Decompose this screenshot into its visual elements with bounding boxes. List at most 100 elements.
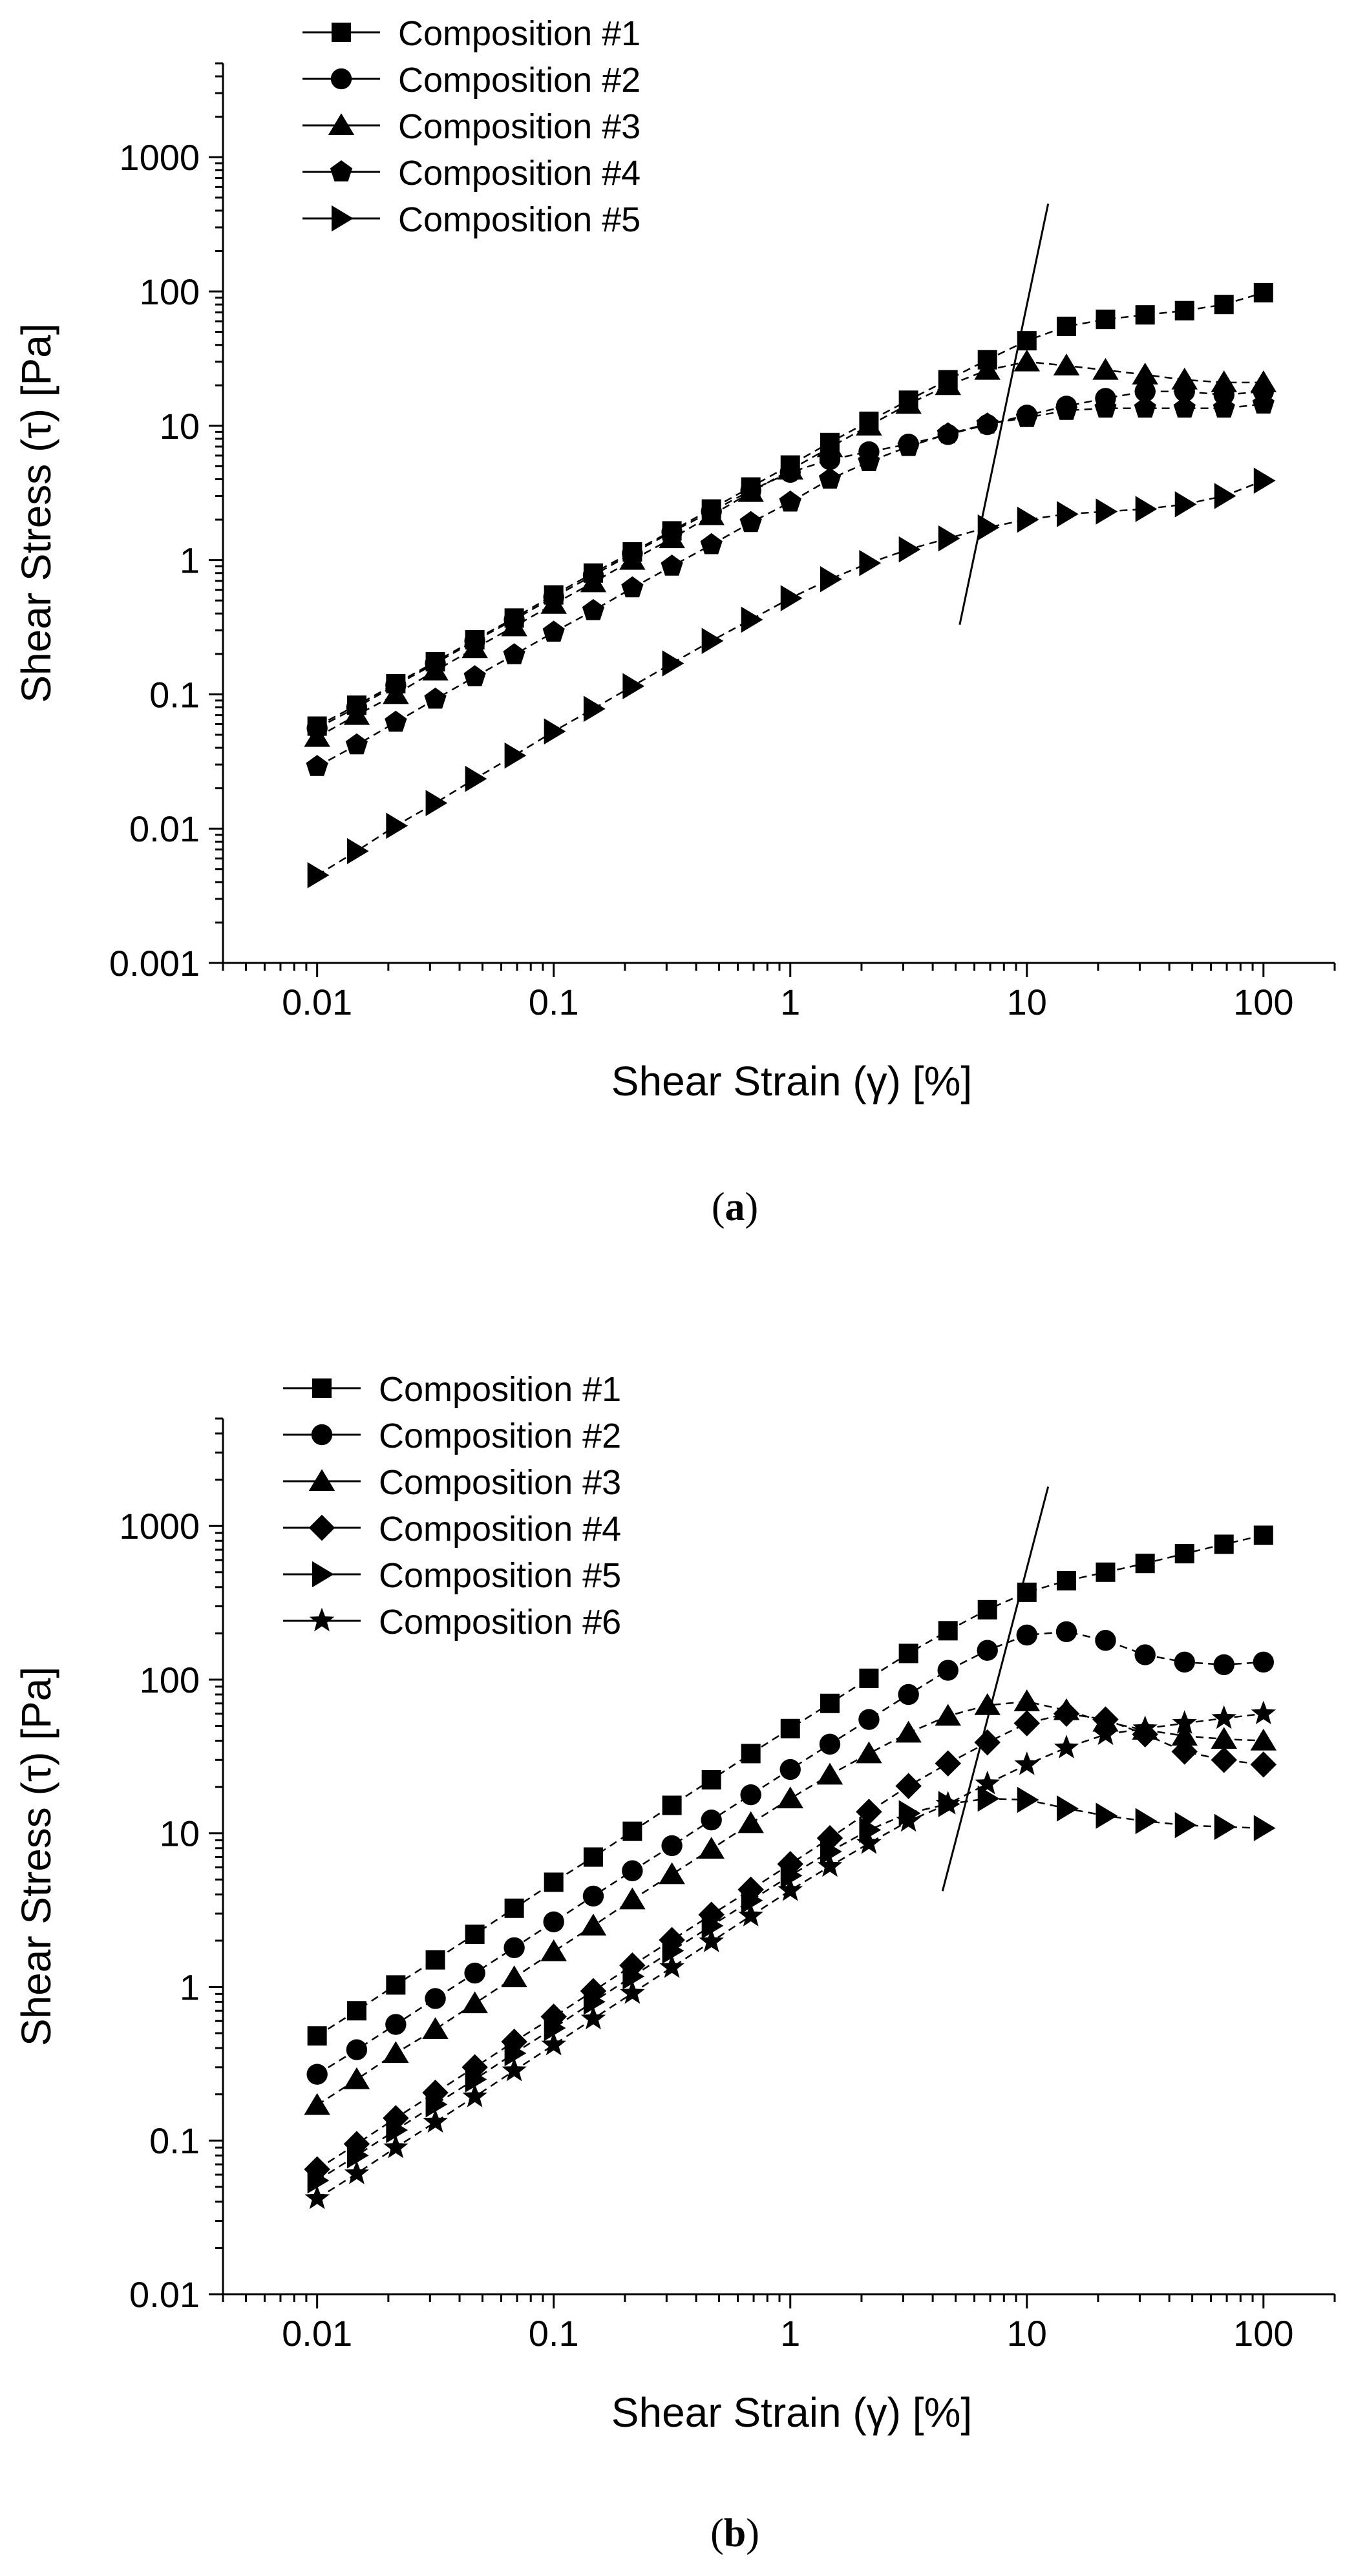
data-point <box>935 1791 960 1815</box>
data-point <box>1017 1786 1039 1813</box>
data-point <box>622 1860 643 1881</box>
legend-marker <box>309 1607 335 1632</box>
legend-marker <box>328 113 355 135</box>
data-point <box>622 673 645 700</box>
caption-b: (b) <box>710 2511 759 2555</box>
data-point <box>974 1693 1001 1715</box>
data-point <box>582 598 605 620</box>
data-point <box>622 1821 642 1841</box>
data-point <box>386 812 408 839</box>
series-6 <box>304 1700 1277 2210</box>
data-point <box>304 724 330 747</box>
data-point <box>462 2084 487 2107</box>
data-point <box>540 592 567 614</box>
y-tick-label: 10 <box>160 1813 200 1854</box>
data-point <box>856 1799 882 1825</box>
data-point <box>1252 392 1275 414</box>
data-point <box>659 526 685 549</box>
data-point <box>1132 363 1158 385</box>
data-point <box>1096 1802 1118 1829</box>
data-point <box>1214 483 1236 509</box>
data-point <box>425 1988 446 2009</box>
legend-entry: Composition #4 <box>302 154 641 193</box>
data-point <box>1135 1808 1158 1835</box>
data-point <box>465 1925 485 1945</box>
data-point <box>1134 1644 1156 1665</box>
data-point <box>662 1937 684 1964</box>
data-point <box>582 1885 604 1907</box>
legend-label: Composition #1 <box>379 1370 621 1409</box>
data-point <box>779 1758 801 1780</box>
data-point <box>937 422 959 443</box>
x-axis-title: Shear Strain (γ) [%] <box>611 2389 972 2436</box>
data-point <box>977 514 1000 541</box>
data-point <box>896 1808 921 1832</box>
data-point <box>741 606 763 633</box>
legend-marker <box>330 160 353 182</box>
data-point <box>895 392 922 414</box>
data-point <box>1211 1727 1237 1749</box>
data-point <box>544 1872 564 1892</box>
data-point <box>938 525 960 552</box>
x-tick-label: 100 <box>1233 2313 1293 2354</box>
data-point <box>737 480 764 502</box>
data-point <box>1092 357 1119 380</box>
data-point <box>1054 1735 1079 1758</box>
caption-a-letter: a <box>725 1185 745 1229</box>
series-5 <box>307 467 1276 889</box>
x-tick-label: 0.1 <box>529 982 579 1022</box>
data-point <box>1096 498 1118 525</box>
legend-marker <box>312 1378 332 1398</box>
data-point <box>1057 1795 1079 1822</box>
data-point <box>544 718 566 744</box>
legend-entry: Composition #4 <box>283 1510 621 1548</box>
data-point <box>424 687 447 709</box>
data-point <box>386 2117 408 2144</box>
y-tick-label: 0.01 <box>129 2274 200 2315</box>
data-point <box>344 2160 370 2184</box>
data-point <box>820 566 842 593</box>
y-tick-label: 1000 <box>119 1506 200 1547</box>
data-point <box>1251 1700 1277 1725</box>
data-point <box>859 549 882 576</box>
data-point <box>540 1939 567 1961</box>
data-point <box>346 2001 366 2021</box>
data-point <box>343 2067 370 2089</box>
data-point <box>465 765 487 792</box>
data-point <box>1253 1815 1276 1842</box>
data-point <box>423 2109 448 2133</box>
data-point <box>816 435 843 458</box>
data-point <box>503 1937 525 1958</box>
legend: Composition #1 Composition #2 Composition … <box>302 14 641 239</box>
legend-marker <box>308 1469 335 1491</box>
data-point <box>1171 367 1198 390</box>
data-point <box>856 1830 882 1854</box>
chart-panel-b: 0.01 0.1 1 10 100 0.01 0.1 1 10 100 1000 Shear Stra… <box>13 1370 1336 2436</box>
data-point <box>304 2185 330 2210</box>
data-point <box>583 695 606 723</box>
data-point <box>307 862 330 889</box>
x-tick-label: 10 <box>1007 982 1047 1022</box>
data-point <box>740 1784 761 1806</box>
data-point <box>701 1912 724 1939</box>
data-point <box>1013 1710 1041 1737</box>
data-point <box>856 414 882 436</box>
data-point <box>1017 331 1037 351</box>
data-point <box>1057 316 1077 336</box>
data-point <box>383 682 409 704</box>
data-point <box>346 2039 368 2060</box>
legend-label: Composition #5 <box>398 200 641 239</box>
data-point <box>816 1762 843 1785</box>
data-point <box>503 643 525 664</box>
data-point <box>820 1693 840 1713</box>
data-point <box>1211 370 1237 392</box>
data-point <box>898 1643 918 1663</box>
data-point <box>699 1928 724 1952</box>
data-point <box>977 1785 1000 1812</box>
data-point <box>858 1709 880 1730</box>
x-tick-label: 0.01 <box>282 982 352 1022</box>
data-point <box>1095 1630 1116 1651</box>
data-point <box>1171 1738 1198 1765</box>
data-point <box>659 1954 684 1978</box>
legend-label: Composition #6 <box>379 1603 621 1642</box>
